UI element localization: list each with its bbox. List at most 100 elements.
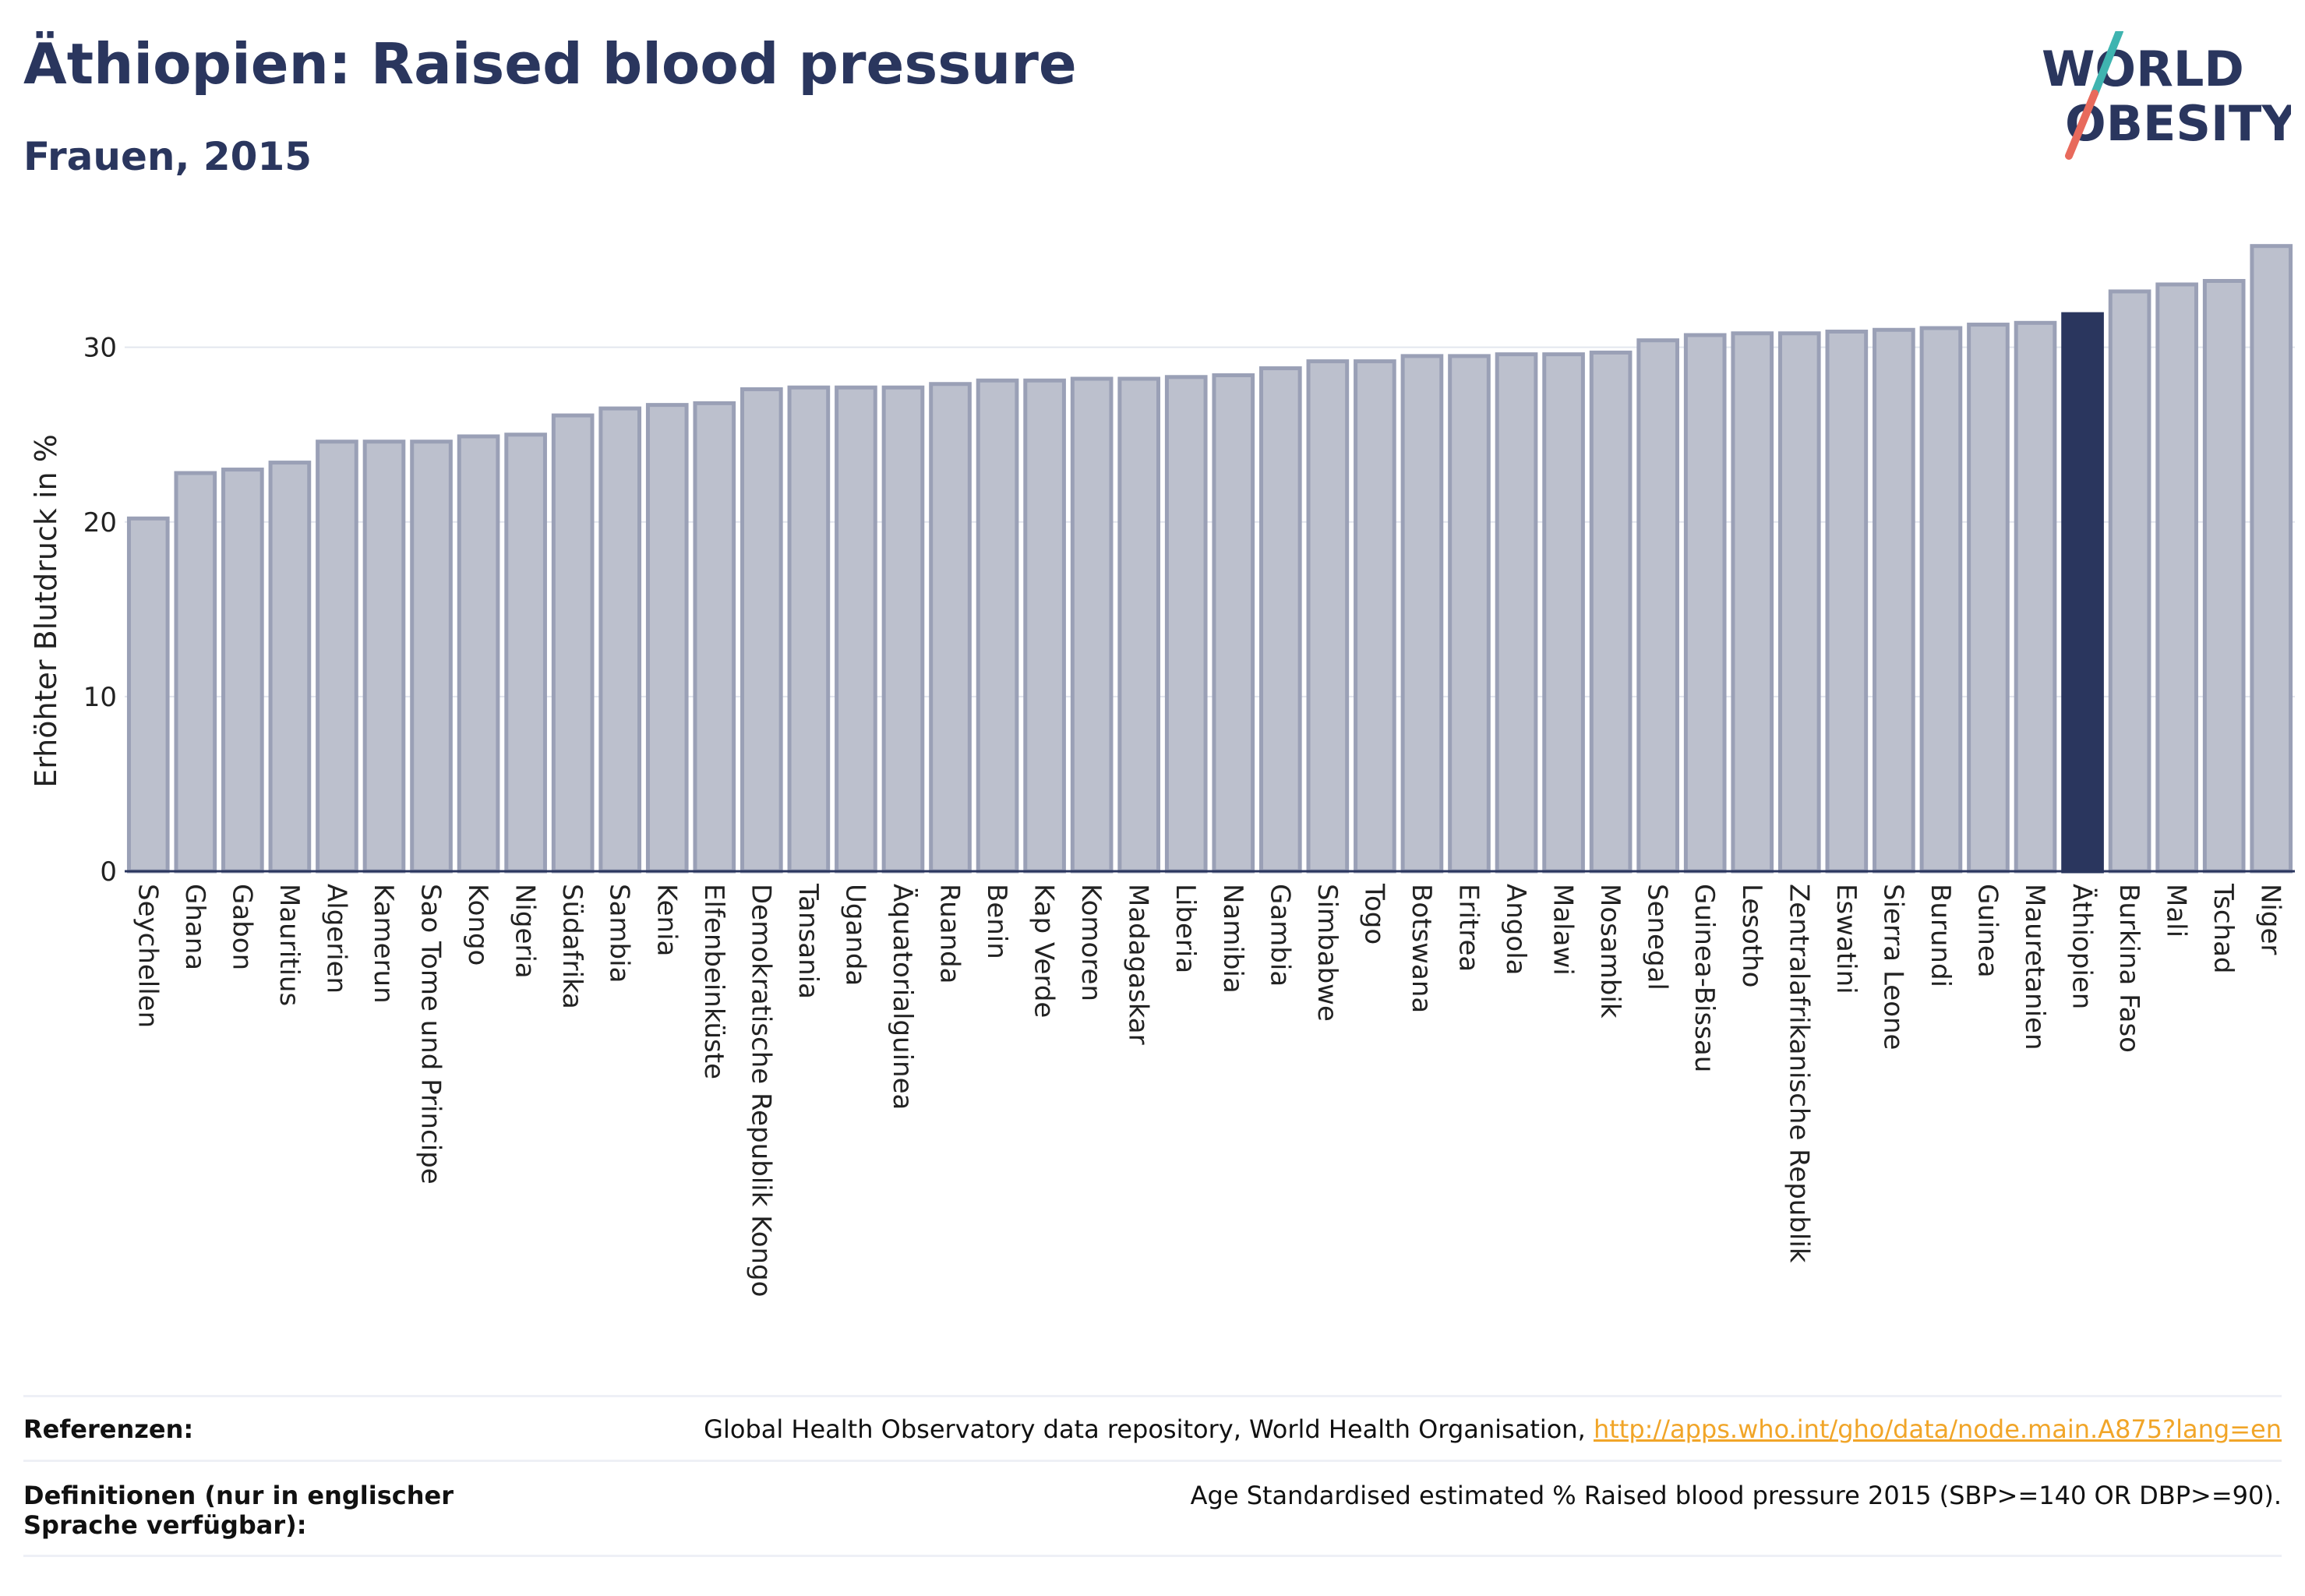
footer-divider bbox=[23, 1395, 2282, 1397]
x-tick-label: Guinea-Bissau bbox=[1689, 884, 1720, 1072]
bar bbox=[1589, 350, 1633, 874]
x-tick-label: Gambia bbox=[1264, 884, 1295, 987]
x-tick-label: Liberia bbox=[1170, 884, 1201, 973]
x-tick-label: Mali bbox=[2161, 884, 2192, 937]
footer-divider bbox=[23, 1555, 2282, 1557]
x-tick-label: Kamerun bbox=[368, 884, 399, 1004]
x-tick-label: Eritrea bbox=[1453, 884, 1484, 972]
x-tick-label: Guinea bbox=[1971, 884, 2003, 978]
bar bbox=[1683, 333, 1727, 874]
bar bbox=[1495, 352, 1538, 874]
world-obesity-logo: WORLD OBESITY bbox=[2042, 31, 2291, 160]
bar bbox=[1306, 359, 1350, 874]
bar bbox=[551, 413, 595, 874]
x-tick-label: Benin bbox=[981, 884, 1012, 959]
footer-divider bbox=[23, 1460, 2282, 1462]
bar bbox=[2108, 289, 2151, 874]
bar-chart: 0 10 20 30 Erhöhter Blutdruck in % Seychellen… bbox=[29, 244, 2295, 1297]
x-tick-label: Angola bbox=[1500, 884, 1531, 975]
x-tick-label: Äthiopien bbox=[2067, 884, 2098, 1009]
x-tick-label: Tansania bbox=[792, 883, 824, 999]
definitions-text: Age Standardised estimated % Raised bloo… bbox=[1190, 1481, 2282, 1510]
bar bbox=[835, 385, 877, 874]
bar bbox=[787, 385, 831, 874]
x-tick-label: Ghana bbox=[179, 884, 210, 970]
x-tick-label: Gabon bbox=[226, 884, 257, 970]
page-title: Äthiopien: Raised blood pressure bbox=[23, 31, 1077, 97]
x-tick-label: Mosambik bbox=[1594, 884, 1626, 1019]
x-tick-label: Mauretanien bbox=[2019, 884, 2050, 1050]
bar bbox=[410, 440, 453, 874]
bar bbox=[2155, 282, 2198, 874]
x-tick-label: Senegal bbox=[1642, 884, 1673, 990]
bar bbox=[693, 401, 736, 874]
x-tick-label: Äquatorialguinea bbox=[887, 884, 918, 1110]
bar bbox=[929, 382, 972, 874]
x-tick-label: Zentralafrikanische Republik bbox=[1783, 884, 1814, 1263]
bar bbox=[1919, 326, 1963, 874]
bar bbox=[1636, 338, 1679, 874]
bar bbox=[1448, 354, 1491, 874]
references-link[interactable]: http://apps.who.int/gho/data/node.main.A… bbox=[1593, 1414, 2282, 1444]
bar bbox=[316, 440, 358, 874]
bar bbox=[598, 406, 642, 874]
bar bbox=[2202, 279, 2246, 874]
x-tick-label: Namibia bbox=[1217, 884, 1248, 994]
bar bbox=[1354, 359, 1396, 874]
bar bbox=[1023, 378, 1066, 874]
x-tick-label: Tschad bbox=[2208, 883, 2239, 974]
x-tick-label: Uganda bbox=[839, 884, 870, 986]
bar bbox=[1400, 354, 1444, 874]
x-tick-label: Burundi bbox=[1925, 884, 1956, 987]
bar bbox=[174, 471, 217, 874]
bar bbox=[1731, 331, 1774, 874]
y-tick-label: 0 bbox=[100, 856, 117, 888]
bar bbox=[2250, 244, 2293, 874]
x-tick-label: Togo bbox=[1358, 883, 1389, 945]
x-tick-label: Kongo bbox=[462, 884, 493, 966]
x-tick-label: Sierra Leone bbox=[1877, 884, 1908, 1050]
x-tick-label: Niger bbox=[2255, 884, 2286, 955]
y-tick-label: 10 bbox=[83, 682, 117, 713]
definitions-label: Definitionen (nur in englischer Sprache … bbox=[23, 1481, 454, 1540]
x-tick-label: Komoren bbox=[1075, 884, 1107, 1001]
logo-word-obesity: OBESITY bbox=[2065, 95, 2291, 152]
x-tick-label: Kap Verde bbox=[1029, 884, 1060, 1018]
x-tick-label: Madagaskar bbox=[1123, 884, 1154, 1045]
x-tick-label: Südafrika bbox=[556, 884, 588, 1009]
bar bbox=[1825, 330, 1869, 874]
bar bbox=[126, 516, 170, 874]
x-tick-label: Algerien bbox=[320, 884, 351, 994]
x-tick-label: Sambia bbox=[604, 884, 635, 983]
x-tick-label: Kenia bbox=[651, 884, 682, 956]
x-tick-label: Ruanda bbox=[934, 884, 965, 983]
bar bbox=[268, 461, 312, 874]
y-tick-label: 30 bbox=[83, 333, 117, 364]
bar bbox=[362, 440, 406, 874]
x-tick-label: Lesotho bbox=[1736, 884, 1767, 987]
bar bbox=[1967, 323, 2010, 874]
bar-highlighted bbox=[2061, 312, 2104, 874]
bar bbox=[504, 433, 547, 874]
x-tick-label: Malawi bbox=[1548, 884, 1579, 976]
bar bbox=[740, 387, 783, 874]
bar bbox=[1212, 373, 1255, 874]
logo-word-world: WORLD bbox=[2042, 41, 2244, 97]
bar bbox=[645, 403, 689, 874]
bar bbox=[1777, 331, 1821, 874]
y-tick-label: 20 bbox=[83, 507, 117, 538]
y-axis-label: Erhöhter Blutdruck in % bbox=[29, 434, 63, 788]
bar bbox=[976, 378, 1019, 874]
bar bbox=[221, 468, 264, 874]
bar bbox=[1258, 366, 1302, 874]
bar bbox=[1070, 376, 1114, 874]
references-text: Global Health Observatory data repositor… bbox=[704, 1414, 2282, 1444]
bar bbox=[1164, 375, 1208, 874]
bar bbox=[2014, 320, 2057, 874]
x-tick-label: Sao Tome und Principe bbox=[415, 884, 447, 1185]
bar bbox=[1117, 376, 1161, 874]
bar bbox=[881, 385, 925, 874]
x-tick-label: Mauritius bbox=[274, 884, 305, 1006]
x-tick-label: Demokratische Republik Kongo bbox=[745, 884, 776, 1297]
x-tick-label: Botswana bbox=[1406, 884, 1437, 1013]
